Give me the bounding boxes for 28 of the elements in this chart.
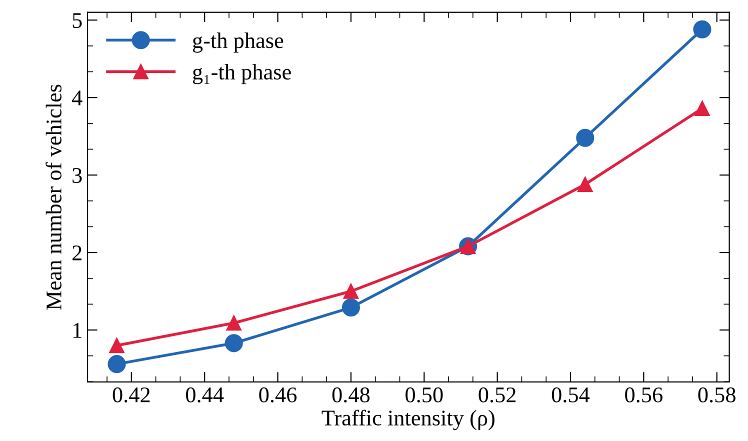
y-tick-label: 2 xyxy=(72,246,82,260)
x-tick-label: 0.54 xyxy=(552,387,590,403)
x-tick-label: 0.50 xyxy=(406,387,443,403)
point xyxy=(576,128,594,147)
y-tick-label: 5 xyxy=(72,13,82,28)
point xyxy=(577,176,593,192)
point xyxy=(342,298,360,317)
y-axis-title: Mean number of vehicles xyxy=(46,84,62,310)
y-tick-label: 4 xyxy=(72,90,82,106)
legend-label: g-th phase xyxy=(192,32,284,53)
point xyxy=(226,315,242,331)
x-tick-label: 0.56 xyxy=(625,387,662,403)
x-tick-label: 0.48 xyxy=(332,387,370,403)
x-tick-label: 0.44 xyxy=(186,387,224,403)
x-tick-label: 0.58 xyxy=(698,387,736,403)
x-tick-label: 0.42 xyxy=(112,387,150,403)
x-tick-label: 0.46 xyxy=(259,387,297,403)
legend-label: g₁-th phase xyxy=(192,64,291,84)
point xyxy=(109,338,124,354)
point xyxy=(693,20,712,38)
point xyxy=(108,355,126,374)
y-tick-label: 1 xyxy=(74,323,82,338)
y-tick-label: 3 xyxy=(72,168,82,183)
point xyxy=(224,334,243,352)
point xyxy=(694,100,710,116)
point xyxy=(343,284,359,299)
x-axis-title: Traffic intensity (ρ) xyxy=(322,410,494,430)
x-tick-label: 0.52 xyxy=(478,387,516,403)
